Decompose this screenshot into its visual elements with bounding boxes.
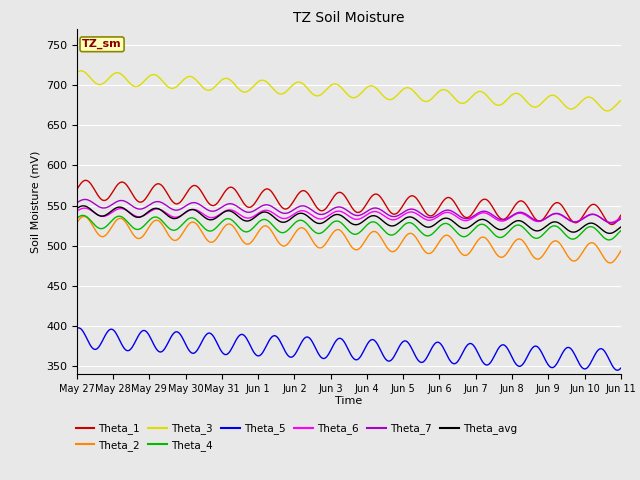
Theta_1 bbox=[605, 220, 612, 226]
Theta_avg bbox=[520, 220, 527, 226]
Theta_5 bbox=[520, 360, 527, 366]
Theta_5 bbox=[614, 367, 621, 373]
Theta_avg bbox=[617, 224, 625, 230]
Theta_avg bbox=[332, 212, 340, 217]
Theta_7 bbox=[398, 211, 406, 216]
Theta_6 bbox=[607, 219, 615, 225]
Theta_1 bbox=[398, 204, 406, 210]
Theta_5 bbox=[332, 337, 340, 343]
Theta_1 bbox=[332, 191, 340, 197]
Theta_2 bbox=[336, 227, 344, 233]
Theta_1 bbox=[336, 190, 344, 195]
Line: Theta_avg: Theta_avg bbox=[77, 206, 621, 233]
Line: Theta_1: Theta_1 bbox=[77, 180, 621, 225]
Theta_3 bbox=[617, 97, 625, 103]
Theta_4 bbox=[73, 216, 81, 221]
Theta_3 bbox=[73, 70, 81, 75]
Theta_avg bbox=[79, 203, 87, 209]
Line: Theta_6: Theta_6 bbox=[77, 208, 621, 222]
Theta_2 bbox=[73, 220, 81, 226]
X-axis label: Time: Time bbox=[335, 396, 362, 406]
Theta_6 bbox=[520, 211, 527, 217]
Theta_5 bbox=[398, 340, 406, 346]
Theta_1 bbox=[82, 178, 90, 183]
Theta_7 bbox=[369, 205, 376, 211]
Line: Theta_4: Theta_4 bbox=[77, 216, 621, 240]
Theta_avg bbox=[336, 212, 344, 218]
Theta_7 bbox=[336, 204, 344, 210]
Theta_3 bbox=[369, 83, 376, 89]
Theta_2 bbox=[81, 214, 88, 219]
Line: Theta_5: Theta_5 bbox=[77, 328, 621, 370]
Theta_2 bbox=[617, 248, 625, 254]
Theta_7 bbox=[73, 200, 81, 206]
Theta_6 bbox=[605, 219, 612, 225]
Theta_avg bbox=[73, 206, 81, 212]
Theta_5 bbox=[73, 325, 81, 331]
Theta_3 bbox=[332, 81, 340, 87]
Theta_5 bbox=[336, 336, 344, 341]
Theta_1 bbox=[520, 199, 527, 205]
Theta_avg bbox=[605, 230, 612, 236]
Theta_5 bbox=[369, 336, 376, 342]
Theta_6 bbox=[336, 208, 344, 214]
Theta_4 bbox=[369, 219, 376, 225]
Theta_6 bbox=[81, 205, 88, 211]
Theta_2 bbox=[332, 227, 340, 233]
Theta_7 bbox=[520, 210, 527, 216]
Theta_6 bbox=[369, 209, 376, 215]
Line: Theta_7: Theta_7 bbox=[77, 200, 621, 223]
Theta_avg bbox=[606, 230, 614, 236]
Theta_3 bbox=[77, 68, 85, 74]
Theta_2 bbox=[398, 240, 406, 245]
Theta_7 bbox=[617, 216, 625, 222]
Theta_6 bbox=[332, 208, 340, 214]
Theta_4 bbox=[336, 219, 344, 225]
Theta_4 bbox=[79, 213, 87, 218]
Line: Theta_2: Theta_2 bbox=[77, 216, 621, 263]
Theta_avg bbox=[398, 218, 406, 224]
Theta_7 bbox=[82, 197, 90, 203]
Theta_6 bbox=[617, 215, 625, 220]
Theta_1 bbox=[73, 187, 81, 192]
Theta_4 bbox=[398, 225, 406, 230]
Theta_6 bbox=[73, 208, 81, 214]
Theta_3 bbox=[520, 96, 527, 101]
Theta_1 bbox=[617, 212, 625, 218]
Theta_4 bbox=[520, 225, 527, 231]
Text: TZ_sm: TZ_sm bbox=[82, 39, 122, 49]
Title: TZ Soil Moisture: TZ Soil Moisture bbox=[293, 11, 404, 25]
Theta_5 bbox=[617, 365, 625, 371]
Theta_3 bbox=[336, 83, 344, 89]
Theta_3 bbox=[604, 108, 612, 114]
Theta_6 bbox=[398, 213, 406, 219]
Theta_2 bbox=[520, 239, 527, 245]
Theta_7 bbox=[605, 220, 612, 226]
Y-axis label: Soil Moisture (mV): Soil Moisture (mV) bbox=[30, 150, 40, 253]
Theta_5 bbox=[605, 356, 612, 362]
Theta_4 bbox=[332, 218, 340, 224]
Theta_2 bbox=[369, 229, 376, 235]
Theta_4 bbox=[605, 237, 612, 243]
Theta_2 bbox=[606, 260, 614, 266]
Theta_4 bbox=[606, 237, 614, 243]
Theta_1 bbox=[608, 222, 616, 228]
Theta_7 bbox=[607, 220, 615, 226]
Theta_1 bbox=[369, 193, 376, 199]
Theta_2 bbox=[605, 260, 612, 265]
Theta_4 bbox=[617, 228, 625, 234]
Theta_7 bbox=[332, 204, 340, 210]
Theta_avg bbox=[369, 213, 376, 219]
Legend: Theta_1, Theta_2, Theta_3, Theta_4, Theta_5, Theta_6, Theta_7, Theta_avg: Theta_1, Theta_2, Theta_3, Theta_4, Thet… bbox=[72, 420, 521, 455]
Theta_3 bbox=[398, 88, 406, 94]
Theta_3 bbox=[606, 108, 614, 113]
Theta_5 bbox=[75, 325, 83, 331]
Line: Theta_3: Theta_3 bbox=[77, 71, 621, 111]
